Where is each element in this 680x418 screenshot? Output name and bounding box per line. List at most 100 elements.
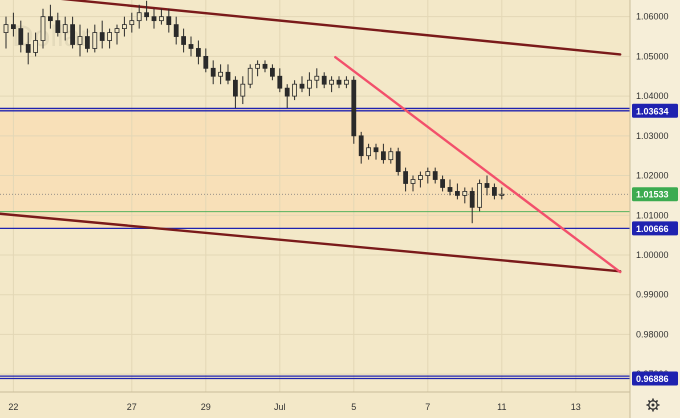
- candle-body: [136, 12, 142, 22]
- candle-body: [33, 40, 38, 53]
- price-tag-box: [632, 187, 678, 202]
- price-tag-label: 1.03634: [636, 106, 669, 116]
- candle-body: [262, 63, 268, 69]
- candle-body: [292, 83, 298, 97]
- candle-body: [10, 24, 16, 29]
- candle-body: [40, 16, 46, 41]
- candle-body: [447, 187, 453, 192]
- price-tags: 1.03634 1.01533 1.00666 0.96886: [632, 103, 678, 386]
- candle-body: [321, 75, 327, 85]
- candle-body: [218, 71, 224, 77]
- candle-body: [499, 193, 505, 196]
- time-tick-label: 5: [351, 402, 356, 412]
- trend-line-channel-top: [60, 0, 622, 56]
- candle-body: [247, 67, 253, 85]
- price-tag-box: [632, 221, 678, 236]
- price-tag-box: [632, 103, 678, 118]
- candle-body: [380, 151, 386, 161]
- candle-body: [336, 79, 342, 85]
- candle-body: [18, 28, 24, 45]
- candle-body: [491, 187, 497, 196]
- candle-body: [210, 67, 216, 77]
- time-tick-label: 29: [201, 402, 211, 412]
- time-axis: 22 27 29 Jul 5 7 11 13: [0, 391, 630, 412]
- candle-body: [240, 83, 246, 97]
- candle-body: [351, 79, 357, 137]
- price-tick-label: 1.04000: [636, 91, 669, 101]
- candle-body: [114, 28, 120, 33]
- candle-body: [306, 79, 312, 89]
- candle-body: [195, 48, 201, 57]
- price-tag-label: 1.00666: [636, 224, 669, 234]
- candle-body: [122, 24, 127, 29]
- candle-body: [232, 79, 238, 97]
- candlesticks: [3, 0, 505, 224]
- trend-line-channel-bottom: [0, 212, 622, 273]
- price-axis: 1.06000 1.05000 1.04000 1.03000 1.02000 1.010…: [629, 0, 669, 418]
- candle-body: [129, 20, 135, 26]
- trend-lines: [0, 0, 622, 274]
- candle-body: [329, 79, 335, 85]
- candle-body: [358, 135, 364, 157]
- candle-body: [417, 175, 423, 180]
- candle-body: [484, 183, 490, 188]
- candle-body: [425, 171, 431, 176]
- candle-body: [269, 67, 275, 77]
- candle-body: [343, 79, 349, 85]
- candle-body: [255, 63, 261, 69]
- price-tick-label: 1.05000: [636, 51, 669, 61]
- time-tick-label: 13: [571, 402, 581, 412]
- price-tick-label: 1.02000: [636, 171, 669, 181]
- price-tick-label: 0.98000: [636, 329, 669, 339]
- candle-body: [48, 16, 53, 22]
- candle-body: [395, 151, 401, 172]
- candle-body: [62, 24, 68, 33]
- candle-body: [107, 32, 112, 41]
- candle-body: [314, 75, 320, 81]
- price-tick-label: 1.00000: [636, 250, 669, 260]
- candle-body: [477, 183, 483, 208]
- candle-body: [388, 151, 394, 161]
- candle-body: [25, 44, 31, 53]
- candle-body: [299, 83, 305, 89]
- candle-body: [92, 32, 98, 49]
- candle-body: [440, 179, 446, 188]
- price-tick-label: 1.06000: [636, 12, 669, 22]
- price-tag-box: [632, 371, 678, 386]
- watermark-text: Dollar: [12, 20, 90, 53]
- time-tick-label: 22: [8, 402, 18, 412]
- candle-body: [403, 171, 409, 184]
- time-tick-label: 27: [127, 402, 137, 412]
- candle-body: [144, 12, 150, 18]
- candle-body: [166, 16, 172, 26]
- candle-body: [277, 75, 283, 89]
- candle-body: [469, 191, 475, 208]
- settings-gear-icon[interactable]: [646, 398, 660, 412]
- candle-body: [454, 191, 460, 196]
- candle-body: [99, 32, 105, 41]
- candle-body: [225, 71, 231, 81]
- price-tick-label: 1.03000: [636, 131, 669, 141]
- candle-body: [181, 36, 187, 45]
- price-tag-label: 1.01533: [636, 190, 669, 200]
- candle-body: [77, 36, 83, 45]
- candle-body: [366, 147, 372, 157]
- candle-body: [284, 87, 290, 97]
- candle-body: [203, 55, 209, 69]
- candle-body: [373, 147, 379, 153]
- highlight-zone: [0, 108, 630, 229]
- candle-body: [85, 36, 90, 49]
- price-tag-label: 0.96886: [636, 374, 669, 384]
- candle-body: [173, 24, 179, 37]
- candle-body: [3, 24, 9, 33]
- candle-body: [188, 44, 194, 49]
- candle-body: [432, 171, 438, 180]
- candle-body: [158, 16, 164, 22]
- time-tick-label: 11: [497, 402, 506, 412]
- horizontal-levels: [0, 107, 630, 380]
- time-tick-label: 7: [425, 402, 430, 412]
- price-tick-label: 1.01000: [636, 210, 669, 220]
- candle-body: [70, 24, 75, 45]
